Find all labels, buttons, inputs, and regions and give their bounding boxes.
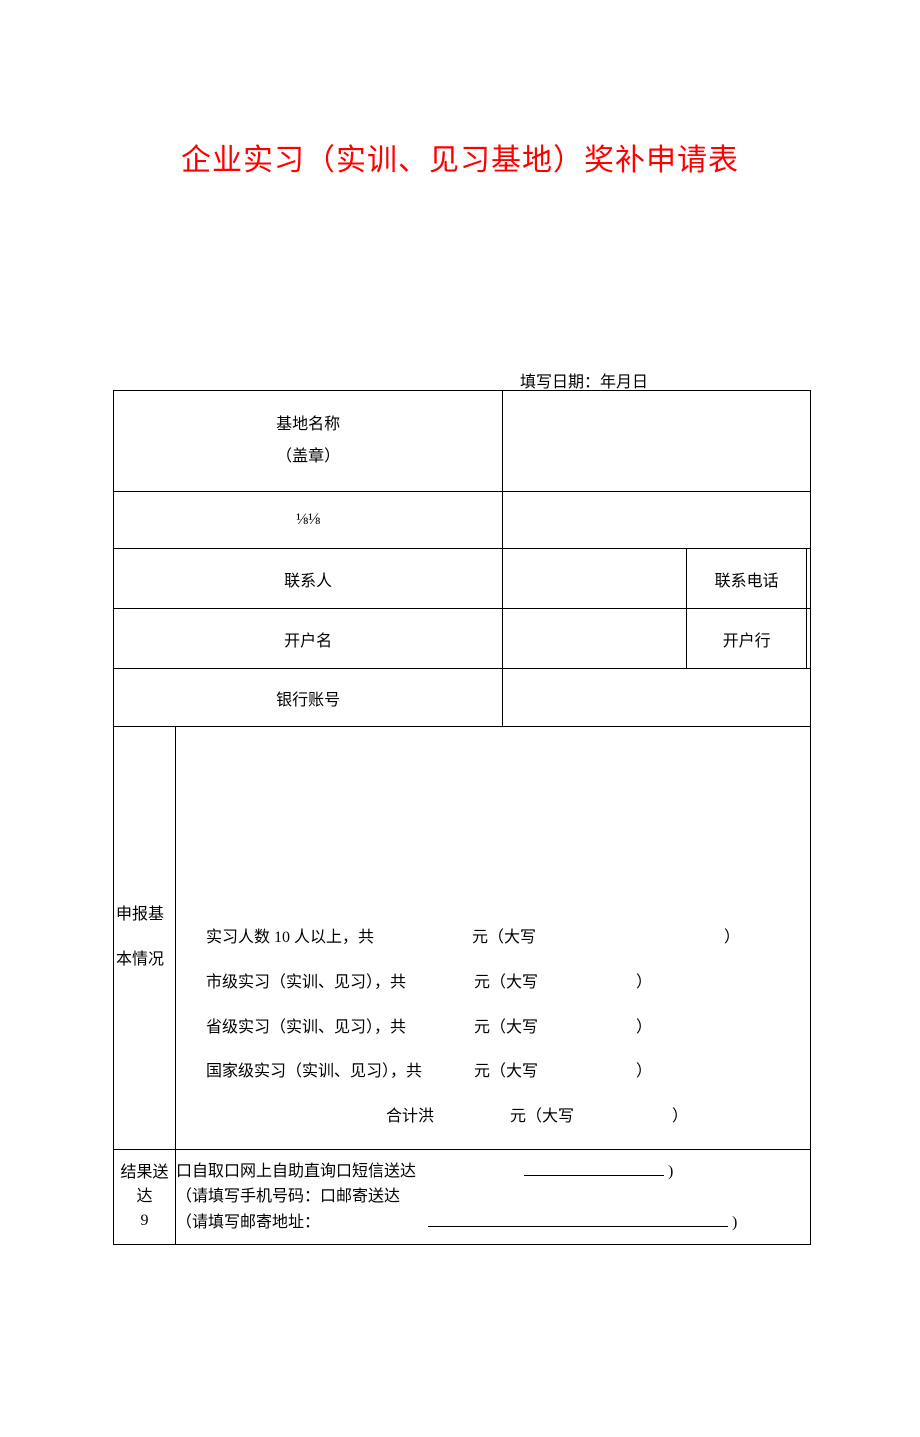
situation-line-1: 实习人数 10 人以上，共 元（大写 ）	[176, 916, 810, 961]
situation-line-3: 省级实习（实训、见习），共 元（大写 ）	[176, 1006, 810, 1051]
situation-label-line2: 本情况	[116, 938, 175, 983]
delivery-label-line2: 达	[114, 1185, 175, 1209]
sit5-yuan: 元（大写	[510, 1108, 574, 1125]
sit1-prefix: 实习人数 10 人以上，共	[206, 929, 374, 946]
sit2-prefix: 市级实习（实训、见习），共	[206, 974, 406, 991]
bank-name-value	[807, 609, 811, 669]
bank-account-value	[503, 669, 811, 727]
bank-name-label: 开户行	[687, 609, 807, 669]
delivery-label-line1: 结果送	[114, 1161, 175, 1185]
deliv2-text: （请填写手机号码：口邮寄送达	[176, 1188, 400, 1205]
deliv1-text: 口自取口网上自助直询口短信送达	[176, 1163, 416, 1180]
fraction-label: ⅛⅛	[114, 492, 503, 549]
situation-line-2: 市级实习（实训、见习），共 元（大写 ）	[176, 961, 810, 1006]
bank-account-label: 银行账号	[114, 669, 503, 727]
base-name-value	[503, 391, 811, 492]
deliv3-paren: )	[732, 1214, 737, 1231]
contact-phone-label: 联系电话	[687, 549, 807, 609]
contact-phone-value	[807, 549, 811, 609]
deliv1-underline	[524, 1160, 664, 1176]
sit5-paren: ）	[672, 1095, 688, 1140]
account-name-value	[503, 609, 687, 669]
fraction-value	[503, 492, 811, 549]
delivery-content: 口自取口网上自助直询口短信送达 ) （请填写手机号码：口邮寄送达 （请填写邮寄地…	[176, 1150, 811, 1245]
deliv1-paren: )	[668, 1163, 673, 1180]
deliv3-underline	[428, 1211, 728, 1227]
sit1-paren: ）	[724, 916, 740, 961]
contact-person-value	[503, 549, 687, 609]
sit5-prefix: 合计洪	[386, 1108, 434, 1125]
account-name-label: 开户名	[114, 609, 503, 669]
delivery-line-2: （请填写手机号码：口邮寄送达	[176, 1184, 810, 1210]
application-form-table: 基地名称 （盖章） ⅛⅛ 联系人 联系电话 开户名 开户行 银行账号 申报基 本…	[113, 390, 811, 1245]
situation-label-line1: 申报基	[116, 893, 175, 938]
situation-content: 实习人数 10 人以上，共 元（大写 ） 市级实习（实训、见习），共 元（大写 …	[176, 727, 811, 1150]
sit2-yuan: 元（大写	[474, 974, 538, 991]
sit4-paren: ）	[636, 1050, 652, 1095]
sit2-paren: ）	[636, 961, 652, 1006]
sit3-paren: ）	[636, 1006, 652, 1051]
delivery-line-3: （请填写邮寄地址： )	[176, 1210, 810, 1236]
sit1-yuan: 元（大写	[472, 929, 536, 946]
base-name-text: 基地名称	[114, 409, 502, 441]
sit3-yuan: 元（大写	[474, 1019, 538, 1036]
situation-line-5: 合计洪 元（大写 ）	[176, 1095, 810, 1140]
fill-date-label: 填写日期：年月日	[520, 368, 648, 392]
sit4-yuan: 元（大写	[474, 1063, 538, 1080]
sit4-prefix: 国家级实习（实训、见习），共	[206, 1063, 422, 1080]
situation-line-4: 国家级实习（实训、见习），共 元（大写 ）	[176, 1050, 810, 1095]
base-name-seal: （盖章）	[114, 441, 502, 473]
base-name-label: 基地名称 （盖章）	[114, 391, 503, 492]
sit3-prefix: 省级实习（实训、见习），共	[206, 1019, 406, 1036]
deliv3-text: （请填写邮寄地址：	[176, 1214, 320, 1231]
contact-person-label: 联系人	[114, 549, 503, 609]
delivery-label: 结果送 达 9	[114, 1150, 176, 1245]
delivery-label-line3: 9	[114, 1209, 175, 1233]
situation-label: 申报基 本情况	[114, 727, 176, 1150]
delivery-line-1: 口自取口网上自助直询口短信送达 )	[176, 1159, 810, 1185]
page-title: 企业实习（实训、见习基地）奖补申请表	[0, 135, 920, 179]
